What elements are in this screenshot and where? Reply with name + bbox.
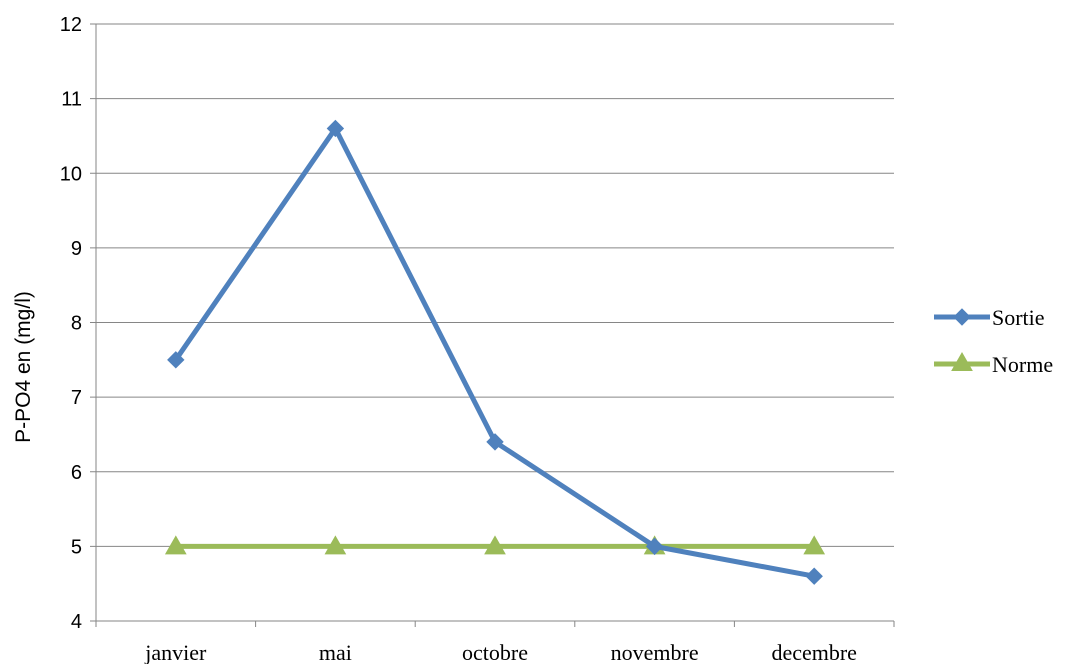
gridlines <box>96 23 894 547</box>
data-point-norme <box>324 535 347 555</box>
y-tick-label: 12 <box>60 14 82 36</box>
data-point-sortie <box>486 433 504 451</box>
y-tick-label: 11 <box>61 89 82 111</box>
data-point-sortie <box>805 567 823 585</box>
data-point-sortie <box>645 537 664 556</box>
x-tick-label-janvier: janvier <box>144 640 207 664</box>
legend-item-sortie: Sortie <box>934 305 1045 330</box>
y-tick-label: 10 <box>60 163 82 185</box>
legend-item-norme: Norme <box>934 351 1053 377</box>
data-point-norme <box>803 535 826 555</box>
series-line-sortie <box>173 125 815 579</box>
series-sortie <box>167 119 823 585</box>
y-tick-label: 6 <box>71 462 82 484</box>
legend: Sortie Norme <box>934 305 1053 377</box>
y-tick-label: 7 <box>71 387 82 409</box>
y-tick-label: 5 <box>71 536 82 558</box>
y-tick-label: 9 <box>71 238 82 260</box>
legend-label-sortie: Sortie <box>992 305 1045 330</box>
data-point-sortie <box>326 119 345 138</box>
x-tick-label-mai: mai <box>319 640 352 664</box>
y-tick-label: 4 <box>71 611 82 633</box>
x-tick-label-decembre: decembre <box>771 640 857 664</box>
y-tick-label: 8 <box>71 313 82 335</box>
legend-marker-sortie <box>953 308 971 326</box>
data-point-sortie <box>167 351 185 369</box>
series-group <box>164 119 826 585</box>
data-point-norme <box>484 535 506 555</box>
x-tick-label-octobre: octobre <box>462 640 528 664</box>
x-tick-label-novembre: novembre <box>611 640 699 664</box>
data-point-norme <box>164 535 187 555</box>
x-tick-labels: janvier mai octobre novembre decembre <box>144 640 857 664</box>
axes <box>90 23 895 627</box>
legend-marker-norme <box>951 351 973 371</box>
series-norme <box>164 535 826 555</box>
y-tick-labels: 4 5 6 7 8 9 10 11 12 <box>60 14 82 633</box>
y-axis-label: P-PO4 en (mg/l) <box>12 291 35 443</box>
legend-label-norme: Norme <box>992 352 1053 377</box>
